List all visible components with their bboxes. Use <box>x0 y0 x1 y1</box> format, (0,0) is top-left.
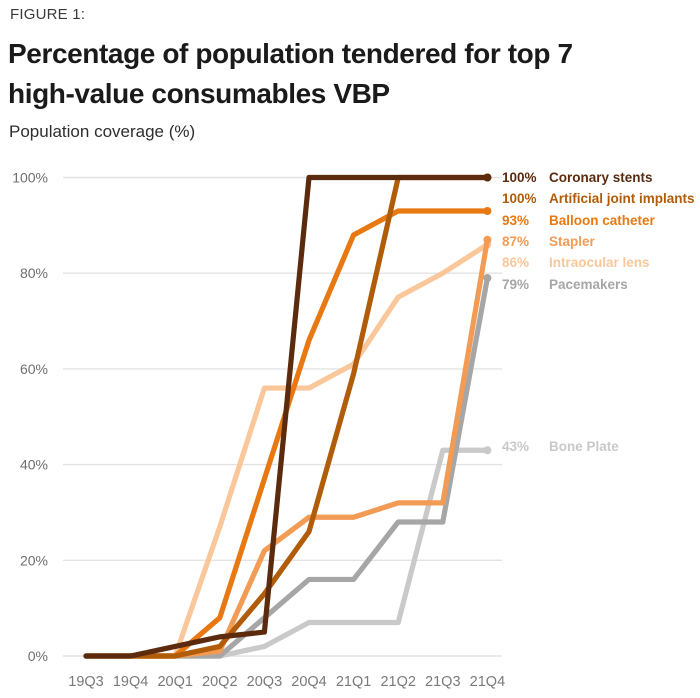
x-axis-tick-label: 21Q2 <box>380 674 415 690</box>
legend-label: Balloon catheter <box>549 212 655 228</box>
x-axis-tick-label: 21Q3 <box>425 674 460 690</box>
legend-label: Stapler <box>549 233 595 249</box>
series-endpoint-stapler <box>483 235 492 244</box>
legend-item-balloon-catheter: 93% Balloon catheter <box>502 212 655 230</box>
y-axis-tick-label: 80% <box>20 265 48 281</box>
legend-item-coronary-stents: 100% Coronary stents <box>502 169 653 187</box>
series-line-coronary-stents <box>83 174 490 659</box>
series-endpoint-pacemakers <box>483 273 492 282</box>
legend-value: 87% <box>502 233 530 249</box>
legend-label: Bone Plate <box>549 439 619 454</box>
legend-item-bone-plate: 43% Bone Plate <box>502 438 619 456</box>
series-line-stapler <box>83 237 490 659</box>
legend-label: Pacemakers <box>549 276 628 292</box>
x-axis-tick-label: 20Q4 <box>291 674 326 690</box>
x-axis-tick-label: 21Q4 <box>470 674 505 690</box>
legend-value: 93% <box>502 212 530 228</box>
legend-value: 100% <box>502 170 537 185</box>
chart-title-line2: high-value consumables VBP <box>8 78 390 109</box>
legend-value: 86% <box>502 255 530 271</box>
legend-item-stapler: 87% Stapler <box>502 233 595 251</box>
y-axis-tick-label: 20% <box>20 552 48 568</box>
x-axis-tick-label: 20Q2 <box>202 674 237 690</box>
legend-value: 79% <box>502 276 530 292</box>
x-axis-tick-label: 19Q4 <box>113 674 148 690</box>
y-axis-tick-label: 0% <box>28 648 48 664</box>
series-line-balloon-catheter <box>83 208 490 659</box>
series-line-bone-plate <box>83 447 490 659</box>
y-axis-tick-label: 60% <box>20 361 48 377</box>
legend-value: 100% <box>502 191 537 207</box>
chart-title-line1: Percentage of population tendered for to… <box>8 38 573 69</box>
series-line-intraocular-lens <box>83 241 490 659</box>
x-axis-tick-label: 21Q1 <box>336 674 371 690</box>
legend-value: 43% <box>502 439 530 454</box>
legend-label: Intraocular lens <box>549 255 650 271</box>
legend-item-pacemakers: 79% Pacemakers <box>502 276 628 294</box>
x-axis-tick-label: 19Q3 <box>68 674 103 690</box>
legend-item-intraocular-lens: 86% Intraocular lens <box>502 254 650 272</box>
figure-label: FIGURE 1: <box>10 6 86 23</box>
y-axis-tick-label: 100% <box>12 170 48 186</box>
x-axis-tick-label: 20Q3 <box>247 674 282 690</box>
legend-label: Coronary stents <box>549 170 653 185</box>
x-axis-tick-label: 20Q1 <box>157 674 192 690</box>
chart-title: Percentage of population tendered for to… <box>8 34 573 114</box>
series-endpoint-coronary-stents <box>483 173 492 182</box>
legend-label: Artificial joint implants <box>549 191 695 207</box>
series-endpoint-balloon-catheter <box>483 206 492 215</box>
series-line-pacemakers <box>83 275 490 659</box>
legend-item-artificial-joint-implants: 100% Artificial joint implants <box>502 190 695 208</box>
series-endpoint-bone-plate <box>483 446 492 455</box>
y-axis-tick-label: 40% <box>20 457 48 473</box>
y-axis-title: Population coverage (%) <box>9 122 196 141</box>
